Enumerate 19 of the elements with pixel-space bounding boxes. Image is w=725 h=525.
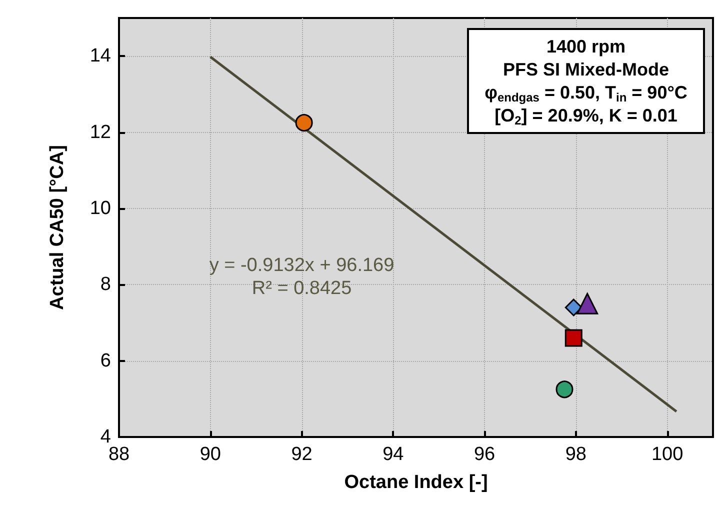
x-tick-label: 98 bbox=[565, 444, 586, 465]
x-tick-label: 100 bbox=[651, 444, 684, 465]
x-tick-label: 90 bbox=[200, 444, 221, 465]
y-tick-label: 8 bbox=[100, 274, 111, 296]
y-tick-label: 10 bbox=[90, 198, 111, 219]
y-tick-label: 12 bbox=[90, 122, 111, 143]
point bbox=[556, 380, 574, 398]
point bbox=[564, 329, 582, 347]
point bbox=[564, 298, 582, 316]
y-tick-label: 14 bbox=[90, 46, 112, 67]
x-tick-label: 92 bbox=[291, 444, 312, 465]
annotation: y = -0.9132x + 96.169 R² = 0.8425 bbox=[209, 255, 394, 300]
y-axis-title: Actual CA50 [°CA] bbox=[47, 145, 68, 310]
point bbox=[576, 292, 598, 314]
x-axis-title: Octane Index [-] bbox=[344, 472, 488, 493]
point bbox=[295, 114, 313, 132]
y-tick-label: 6 bbox=[100, 350, 111, 372]
x-tick-label: 96 bbox=[474, 444, 496, 465]
x-tick-label: 94 bbox=[382, 444, 404, 465]
